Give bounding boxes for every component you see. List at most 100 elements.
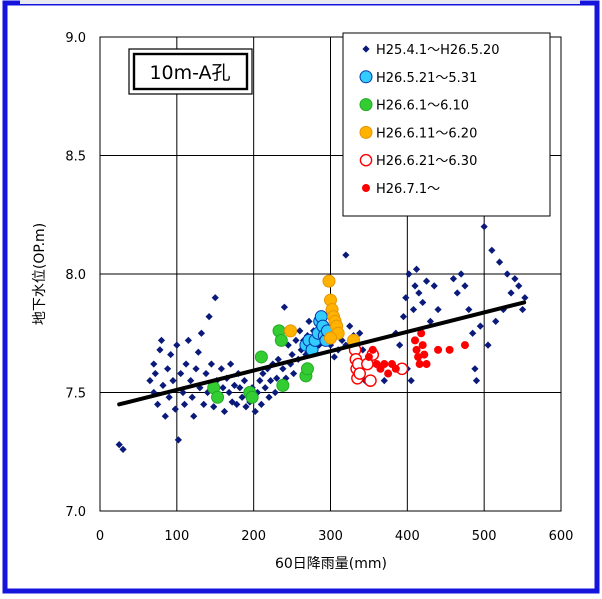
data-point (157, 336, 166, 344)
y-tick-label: 9.0 (65, 31, 86, 46)
data-point (420, 350, 429, 359)
data-point (242, 403, 250, 411)
data-point (200, 400, 208, 408)
legend-marker (359, 125, 373, 139)
data-point (165, 393, 173, 401)
x-tick-label: 100 (164, 529, 189, 544)
chart-title: 10m-A孔 (149, 62, 230, 84)
data-point (240, 377, 249, 385)
data-point (227, 360, 235, 368)
data-point (217, 365, 225, 373)
data-point (417, 329, 426, 338)
data-point (472, 377, 481, 385)
data-point (412, 265, 421, 273)
data-point (407, 377, 415, 385)
data-point (276, 378, 290, 392)
plot-area-border (99, 36, 562, 512)
y-tick-label: 8.5 (65, 150, 86, 165)
data-point (426, 317, 434, 325)
data-point (284, 324, 298, 338)
y-tick-label: 8.0 (65, 268, 86, 283)
data-point (273, 374, 281, 382)
data-point (290, 369, 298, 378)
data-point (411, 282, 419, 290)
y-tick-label: 7.5 (65, 387, 86, 402)
data-point (461, 282, 469, 290)
data-point (488, 246, 496, 254)
data-point (256, 377, 264, 385)
data-point (384, 369, 393, 378)
data-point (445, 345, 454, 354)
data-point (453, 289, 461, 297)
data-point (460, 341, 469, 350)
series-6 (364, 329, 469, 378)
data-point (174, 436, 182, 444)
trendline (117, 300, 527, 407)
data-point (412, 345, 421, 354)
data-point (192, 365, 200, 373)
legend-item: H26.6.11～6.20 (359, 125, 477, 141)
data-point (418, 341, 427, 350)
data-point (266, 377, 275, 385)
data-point (415, 360, 424, 369)
data-point (220, 407, 229, 416)
data-point (151, 369, 159, 378)
data-point (368, 345, 377, 354)
data-point (159, 381, 167, 389)
data-point (169, 377, 177, 385)
data-point (230, 381, 239, 389)
data-point (261, 384, 269, 392)
data-point (518, 305, 527, 314)
data-point (515, 282, 523, 290)
data-point (288, 350, 296, 359)
data-point (405, 270, 413, 278)
data-point (480, 223, 488, 231)
data-point (471, 365, 479, 373)
data-point (342, 251, 350, 259)
data-point (511, 275, 519, 283)
data-point (236, 384, 244, 392)
legend-marker (362, 184, 370, 192)
data-point (274, 333, 288, 347)
data-point (430, 282, 438, 290)
data-point (197, 329, 206, 337)
data-point (284, 341, 292, 349)
data-point (492, 317, 500, 325)
x-tick-label: 400 (395, 529, 420, 544)
data-point (265, 393, 273, 401)
legend-marker (362, 45, 370, 53)
data-point (476, 322, 484, 330)
legend-item: H25.4.1～H26.5.20 (362, 43, 500, 58)
data-point (225, 388, 233, 397)
chart-title-box: 10m-A孔 (128, 48, 253, 95)
data-point (274, 355, 282, 363)
data-point (279, 365, 287, 373)
data-point (188, 393, 196, 401)
data-point (292, 336, 300, 344)
legend-item: H26.5.21～5.31 (359, 70, 477, 86)
data-point (364, 374, 377, 387)
data-point (173, 341, 181, 349)
legend-label: H25.4.1～H26.5.20 (376, 43, 500, 58)
data-point (280, 303, 288, 311)
data-point (364, 352, 373, 361)
data-point (391, 364, 400, 373)
data-point (434, 305, 442, 314)
data-point (342, 341, 350, 349)
data-point (399, 313, 408, 321)
data-point (484, 341, 492, 349)
data-point (245, 390, 259, 404)
x-tick-label: 300 (318, 529, 343, 544)
data-point (380, 377, 388, 385)
x-tick-label: 600 (549, 529, 574, 544)
data-point (271, 388, 279, 397)
legend-box (342, 32, 551, 217)
data-point (324, 331, 337, 345)
data-point (161, 412, 169, 420)
data-point (411, 336, 420, 345)
data-point (322, 274, 336, 288)
data-point (521, 294, 529, 302)
legend-label: H26.6.11～6.20 (376, 126, 477, 141)
data-point (211, 390, 225, 404)
data-point (251, 407, 259, 416)
